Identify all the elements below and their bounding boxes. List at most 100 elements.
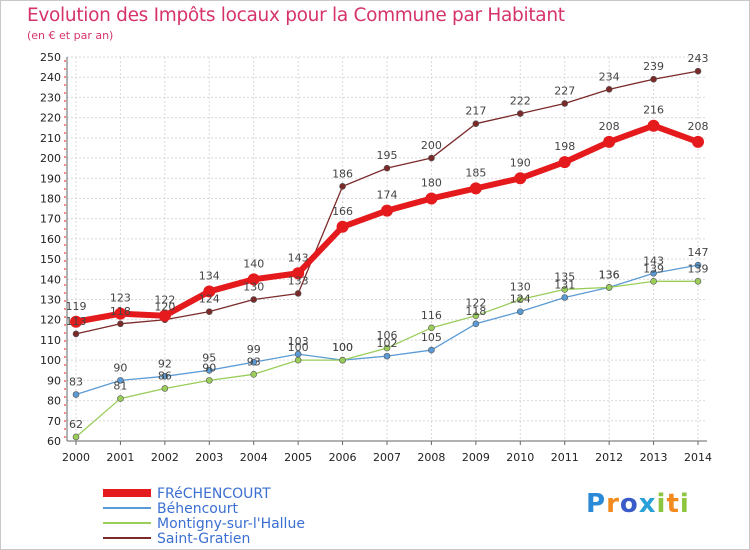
data-label: 200 — [421, 139, 442, 152]
data-label: 133 — [288, 274, 309, 287]
series-point-1 — [428, 346, 435, 354]
x-tick-label: 2005 — [284, 451, 312, 464]
y-tick-label: 120 — [40, 314, 61, 327]
series-point-0 — [558, 156, 571, 169]
series-point-2 — [161, 385, 169, 392]
series-point-2 — [250, 371, 258, 378]
legend-label: Montigny-sur-l'Hallue — [157, 516, 305, 532]
data-label: 143 — [288, 251, 309, 264]
series-point-3 — [605, 86, 613, 93]
logo-letter: o — [619, 489, 639, 519]
series-point-1 — [694, 261, 702, 269]
data-label-layer: 119 123 122 134 140 143 166 174 180 185 190 198 208 2… — [66, 52, 709, 431]
series-point-0 — [203, 285, 216, 298]
data-label: 130 — [243, 281, 264, 294]
series-point-3 — [72, 330, 80, 338]
series-point-1 — [72, 391, 80, 398]
data-label: 90 — [113, 361, 127, 374]
data-label: 239 — [643, 60, 664, 73]
data-label: 222 — [510, 95, 531, 108]
proxiti-logo: Proxiti — [586, 489, 690, 519]
logo-letter: i — [656, 489, 667, 519]
data-label: 174 — [377, 189, 398, 202]
series-point-0 — [469, 182, 482, 195]
data-label: 100 — [332, 341, 353, 354]
y-tick-label: 170 — [40, 213, 61, 226]
data-label: 113 — [66, 315, 87, 328]
series-point-2 — [383, 344, 391, 352]
y-tick-label: 140 — [40, 273, 61, 286]
series-layer — [70, 67, 704, 441]
data-label: 106 — [377, 329, 398, 342]
axis-layer: 60 70 80 90 100 110 120 130 140 150 160 170 180 190 20… — [40, 51, 712, 464]
legend-label: Béhencourt — [157, 501, 238, 517]
data-label: 227 — [554, 84, 575, 97]
y-tick-label: 130 — [40, 294, 61, 307]
x-tick-label: 2013 — [640, 451, 668, 464]
data-label: 180 — [421, 176, 442, 189]
data-label: 86 — [158, 369, 172, 382]
series-point-0 — [336, 220, 349, 233]
series-point-2 — [650, 278, 657, 285]
data-label: 100 — [332, 341, 353, 354]
series-point-1 — [383, 352, 391, 360]
x-tick-label: 2008 — [417, 451, 445, 464]
data-label: 99 — [247, 343, 261, 356]
data-label: 186 — [332, 167, 353, 180]
data-label: 185 — [465, 166, 486, 179]
data-label: 139 — [688, 262, 709, 275]
series-point-1 — [161, 373, 169, 380]
data-label: 217 — [465, 105, 486, 118]
y-tick-label: 160 — [40, 233, 61, 246]
series-point-2 — [205, 377, 213, 384]
data-label: 90 — [202, 361, 216, 374]
y-tick-label: 200 — [40, 152, 61, 165]
data-label: 122 — [154, 294, 175, 307]
series-point-2 — [428, 324, 435, 332]
data-label: 198 — [554, 140, 575, 153]
series-point-3 — [205, 308, 213, 315]
data-label: 208 — [599, 120, 620, 133]
grid-layer — [67, 56, 707, 442]
y-tick-label: 190 — [40, 172, 61, 185]
data-label: 81 — [113, 380, 127, 393]
series-point-3 — [294, 290, 302, 297]
data-label: 118 — [110, 305, 131, 318]
chart-subtitle: (en € et par an) — [27, 29, 114, 42]
x-tick-label: 2000 — [62, 451, 90, 464]
series-point-1 — [561, 294, 569, 301]
logo-letter: P — [586, 489, 607, 519]
data-label: 100 — [288, 341, 309, 354]
data-label: 216 — [643, 104, 664, 117]
y-tick-label: 80 — [47, 395, 61, 408]
data-label: 93 — [247, 355, 261, 368]
series-point-0 — [514, 172, 527, 185]
y-tick-label: 70 — [47, 415, 61, 428]
series-point-2 — [516, 296, 524, 303]
y-tick-label: 210 — [40, 132, 61, 145]
series-point-2 — [472, 312, 480, 319]
data-label: 95 — [202, 351, 216, 364]
y-tick-label: 250 — [40, 51, 61, 64]
data-label: 147 — [688, 246, 709, 259]
data-label: 131 — [554, 279, 575, 292]
logo-letter: r — [606, 489, 620, 519]
logo-letter: x — [638, 489, 657, 519]
data-label: 123 — [110, 292, 131, 305]
data-label: 102 — [377, 337, 398, 350]
x-tick-label: 2006 — [329, 451, 357, 464]
series-point-1 — [650, 269, 657, 277]
data-label: 135 — [554, 270, 575, 283]
data-label: 136 — [599, 268, 620, 281]
y-tick-label: 220 — [40, 112, 61, 125]
x-tick-label: 2002 — [151, 451, 179, 464]
legend-label: FRéCHENCOURT — [157, 486, 271, 502]
data-label: 140 — [243, 257, 264, 270]
data-label: 92 — [158, 357, 172, 370]
series-point-0 — [70, 315, 82, 328]
x-tick-label: 2010 — [506, 451, 534, 464]
y-tick-label: 230 — [40, 91, 61, 104]
x-tick-label: 2004 — [240, 451, 268, 464]
